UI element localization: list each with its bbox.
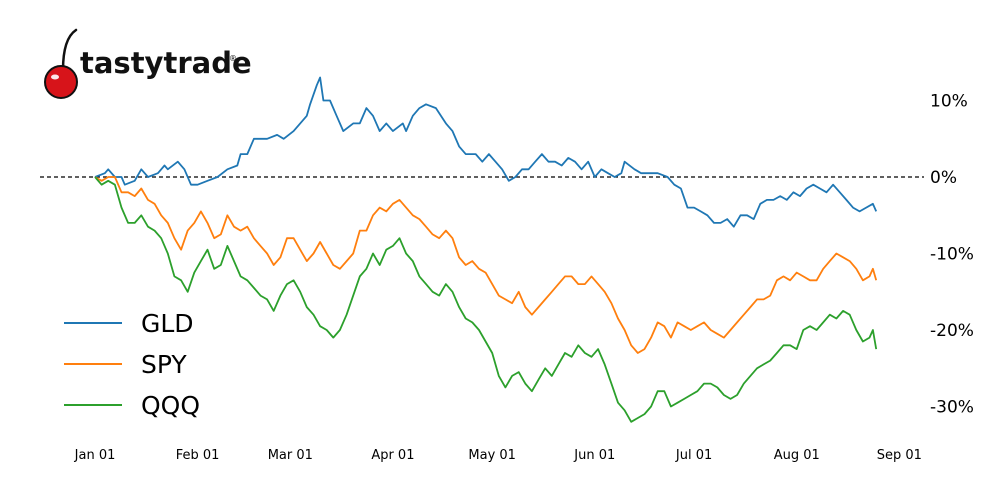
x-tick-label: May 01 xyxy=(468,448,516,463)
tastytrade-logo: tastytrade ® xyxy=(44,28,252,99)
legend-label-spy: SPY xyxy=(141,350,187,379)
cherry-highlight-icon xyxy=(51,74,59,80)
logo-registered-mark: ® xyxy=(229,54,237,63)
y-axis-ticks: 10% 0% -10% -20% -30% xyxy=(930,92,974,418)
y-tick-label: 10% xyxy=(930,92,968,112)
y-tick-label: -20% xyxy=(930,321,974,341)
legend: GLD SPY QQQ xyxy=(64,309,200,420)
x-tick-label: Jun 01 xyxy=(573,448,615,463)
cherry-icon xyxy=(44,65,78,99)
x-tick-label: Aug 01 xyxy=(774,448,820,463)
x-tick-label: Feb 01 xyxy=(176,448,220,463)
legend-label-gld: GLD xyxy=(141,309,194,338)
legend-label-qqq: QQQ xyxy=(141,391,200,420)
x-tick-label: Mar 01 xyxy=(268,448,313,463)
cherry-stem-icon xyxy=(61,28,78,72)
series-line-gld xyxy=(94,76,878,228)
x-tick-label: Apr 01 xyxy=(371,448,414,463)
x-tick-label: Jan 01 xyxy=(74,448,116,463)
x-tick-label: Sep 01 xyxy=(877,448,922,463)
x-tick-label: Jul 01 xyxy=(675,448,712,463)
y-tick-label: -30% xyxy=(930,398,974,418)
series-lines xyxy=(94,76,878,423)
x-axis-ticks: Jan 01 Feb 01 Mar 01 Apr 01 May 01 Jun 01 Jul … xyxy=(74,448,922,463)
series-line-qqq xyxy=(94,176,878,423)
y-tick-label: -10% xyxy=(930,245,974,265)
y-tick-label: 0% xyxy=(930,168,957,188)
series-line-spy xyxy=(94,176,878,354)
logo-wordmark: tastytrade xyxy=(80,46,252,80)
